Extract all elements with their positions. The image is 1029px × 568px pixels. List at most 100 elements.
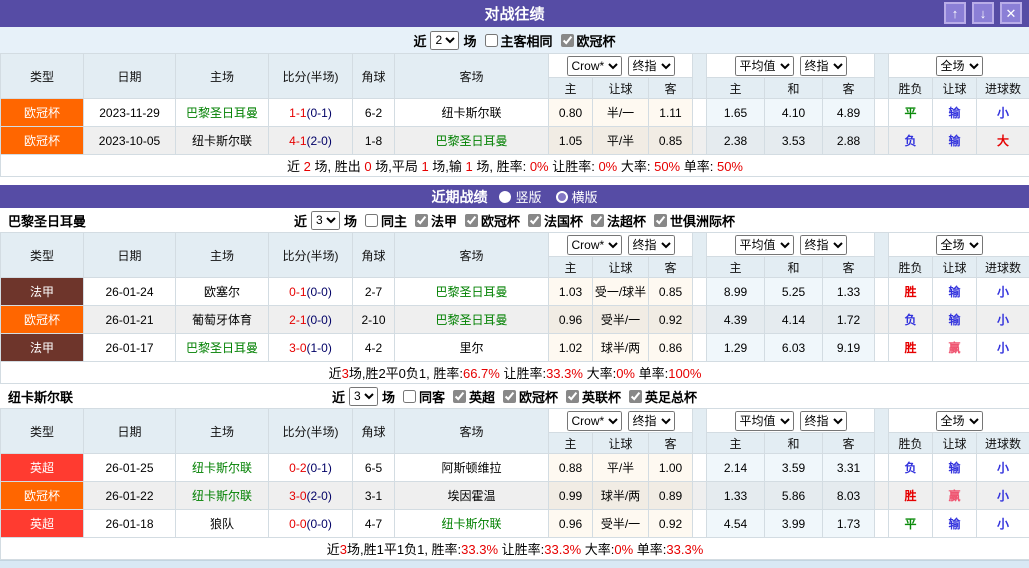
window-buttons: ↑ ↓ ✕: [944, 2, 1022, 24]
odds-select-终指[interactable]: 终指: [800, 56, 847, 76]
subcolumn-header-客: 客: [649, 78, 693, 99]
filter-checkbox-法甲[interactable]: [415, 214, 428, 227]
filter-checkbox-英联杯[interactable]: [566, 390, 579, 403]
filter-checkbox-世俱洲际杯[interactable]: [654, 214, 667, 227]
away-team[interactable]: 纽卡斯尔联: [395, 510, 549, 538]
league-badge: 英超: [1, 454, 84, 482]
score-cell[interactable]: 1-1(0-1): [269, 99, 353, 127]
subcolumn-header-客: 客: [823, 78, 875, 99]
average-odds: 8.03: [823, 482, 875, 510]
home-team[interactable]: 巴黎圣日耳曼: [176, 334, 269, 362]
summary-text: 近 2 场, 胜出 0 场,平局 1 场,输 1 场, 胜率: 0% 让胜率: …: [1, 155, 1029, 177]
spacer-cell: [875, 127, 889, 155]
odds-select-Crow*[interactable]: Crow*: [567, 235, 622, 255]
league-badge: 法甲: [1, 334, 84, 362]
filter-checkbox-法超杯[interactable]: [591, 214, 604, 227]
average-odds: 4.14: [765, 306, 823, 334]
score-cell[interactable]: 3-0(2-0): [269, 482, 353, 510]
score-cell[interactable]: 3-0(1-0): [269, 334, 353, 362]
layout-radio-横版[interactable]: 横版: [556, 187, 598, 206]
handicap-odds: 0.96: [549, 510, 593, 538]
home-team[interactable]: 狼队: [176, 510, 269, 538]
odds-select-终指[interactable]: 终指: [800, 235, 847, 255]
score-cell[interactable]: 0-1(0-0): [269, 278, 353, 306]
handicap-odds: 受半/一: [593, 306, 649, 334]
filter-checkbox-同主[interactable]: [365, 214, 378, 227]
match-count-select[interactable]: 3: [311, 211, 340, 230]
score-cell[interactable]: 4-1(2-0): [269, 127, 353, 155]
result-平: 平: [889, 510, 933, 538]
home-team[interactable]: 葡萄牙体育: [176, 306, 269, 334]
filter-checkbox-英超[interactable]: [453, 390, 466, 403]
away-team[interactable]: 巴黎圣日耳曼: [395, 127, 549, 155]
column-header-角球: 角球: [353, 54, 395, 99]
home-team[interactable]: 纽卡斯尔联: [176, 127, 269, 155]
odds-select-全场[interactable]: 全场: [936, 235, 983, 255]
away-team[interactable]: 阿斯顿维拉: [395, 454, 549, 482]
scroll-up-button[interactable]: ↑: [944, 2, 966, 24]
league-badge: 法甲: [1, 278, 84, 306]
away-team[interactable]: 埃因霍温: [395, 482, 549, 510]
home-team[interactable]: 纽卡斯尔联: [176, 454, 269, 482]
nufc-team-name: 纽卡斯尔联: [8, 387, 73, 406]
average-odds: 3.59: [765, 454, 823, 482]
average-odds: 4.10: [765, 99, 823, 127]
score-cell[interactable]: 0-2(0-1): [269, 454, 353, 482]
average-odds: 4.89: [823, 99, 875, 127]
corner-score: 3-1: [353, 482, 395, 510]
filter-checkbox-英足总杯[interactable]: [629, 390, 642, 403]
odds-select-Crow*[interactable]: Crow*: [567, 411, 622, 431]
scroll-down-button[interactable]: ↓: [972, 2, 994, 24]
spacer-column: [693, 233, 707, 278]
score-cell[interactable]: 2-1(0-0): [269, 306, 353, 334]
away-team[interactable]: 巴黎圣日耳曼: [395, 306, 549, 334]
odds-select-平均值[interactable]: 平均值: [735, 235, 794, 255]
odds-select-终指[interactable]: 终指: [628, 235, 675, 255]
filter-checkbox-法国杯[interactable]: [528, 214, 541, 227]
near-label: 近: [413, 31, 426, 50]
subcolumn-header-主: 主: [707, 433, 765, 454]
handicap-odds: 0.89: [649, 482, 693, 510]
close-button[interactable]: ✕: [1000, 2, 1022, 24]
filter-checkbox-欧冠杯[interactable]: [465, 214, 478, 227]
match-date: 26-01-18: [84, 510, 176, 538]
handicap-odds: 受半/一: [593, 510, 649, 538]
filter-checkbox-label: 法国杯: [544, 211, 583, 230]
home-team[interactable]: 巴黎圣日耳曼: [176, 99, 269, 127]
away-team[interactable]: 纽卡斯尔联: [395, 99, 549, 127]
radio-label: 横版: [572, 187, 598, 206]
home-team[interactable]: 欧塞尔: [176, 278, 269, 306]
layout-radio-竖版[interactable]: 竖版: [499, 187, 541, 206]
filter-checkbox-同客[interactable]: [403, 390, 416, 403]
odds-select-终指[interactable]: 终指: [800, 411, 847, 431]
average-odds: 1.72: [823, 306, 875, 334]
subcolumn-header-胜负: 胜负: [889, 433, 933, 454]
filter-checkbox-欧冠杯[interactable]: [561, 34, 574, 47]
match-count-select[interactable]: 3: [349, 387, 378, 406]
match-count-select[interactable]: 2: [430, 31, 459, 50]
odds-select-终指[interactable]: 终指: [628, 56, 675, 76]
away-team[interactable]: 里尔: [395, 334, 549, 362]
odds-select-终指[interactable]: 终指: [628, 411, 675, 431]
odds-select-全场[interactable]: 全场: [936, 56, 983, 76]
odds-select-平均值[interactable]: 平均值: [735, 411, 794, 431]
score-cell[interactable]: 0-0(0-0): [269, 510, 353, 538]
filter-checkbox-label: 欧冠杯: [519, 387, 558, 406]
home-team[interactable]: 纽卡斯尔联: [176, 482, 269, 510]
odds-select-group: 全场: [889, 54, 1029, 78]
odds-select-平均值[interactable]: 平均值: [735, 56, 794, 76]
filter-checkbox-欧冠杯[interactable]: [503, 390, 516, 403]
league-badge: 欧冠杯: [1, 306, 84, 334]
subcolumn-header-让球: 让球: [933, 78, 977, 99]
odds-select-Crow*[interactable]: Crow*: [567, 56, 622, 76]
away-team[interactable]: 巴黎圣日耳曼: [395, 278, 549, 306]
psg-team-name: 巴黎圣日耳曼: [8, 211, 86, 230]
spacer-cell: [875, 454, 889, 482]
corner-score: 6-2: [353, 99, 395, 127]
filter-checkbox-主客相同[interactable]: [485, 34, 498, 47]
spacer-cell: [693, 99, 707, 127]
average-odds: 2.88: [823, 127, 875, 155]
result-胜: 胜: [889, 278, 933, 306]
odds-select-全场[interactable]: 全场: [936, 411, 983, 431]
